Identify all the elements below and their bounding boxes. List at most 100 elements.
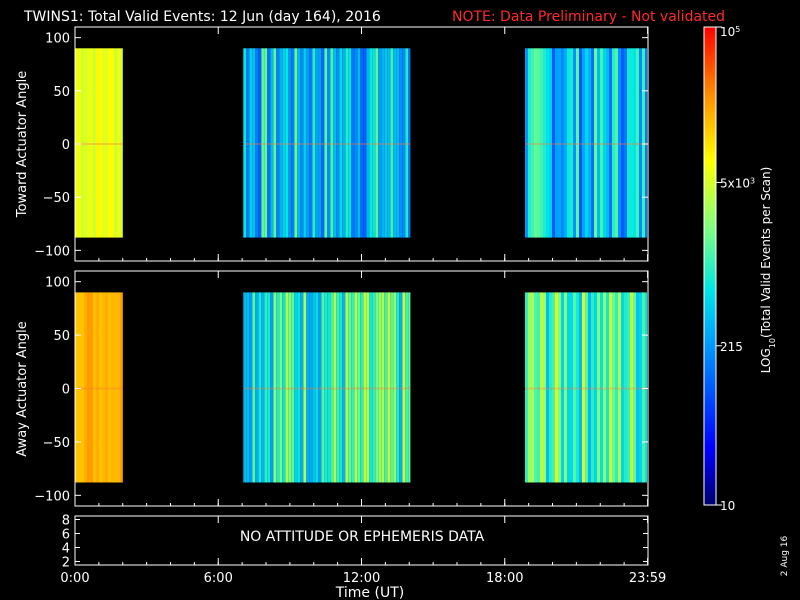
heatmap-column xyxy=(276,48,280,238)
heatmap-column xyxy=(81,292,84,483)
heatmap-column xyxy=(78,292,81,483)
heatmap-column xyxy=(342,48,346,238)
heatmap-column xyxy=(339,292,343,483)
heatmap-column xyxy=(552,292,555,483)
heatmap-column xyxy=(246,48,250,238)
colorbar-tick-label: 105 xyxy=(720,25,740,40)
away-y-label: Away Actuator Angle xyxy=(15,321,30,456)
heatmap-column xyxy=(330,48,334,238)
time-axis: 0:00 6:00 12:00 18:00 23:59 xyxy=(60,27,666,586)
heatmap-column xyxy=(387,292,391,483)
heatmap-column xyxy=(306,48,310,238)
x-tick-label: 23:59 xyxy=(629,571,666,586)
heatmap-column xyxy=(297,48,301,238)
heatmap-column xyxy=(558,292,561,483)
heatmap-column xyxy=(102,292,105,483)
y-tick-label: 100 xyxy=(45,32,70,47)
y-tick-label: 0 xyxy=(62,383,70,398)
zero-angle-artifact xyxy=(243,143,411,145)
heatmap-column xyxy=(567,292,570,483)
heatmap-column xyxy=(270,292,274,483)
y-tick-label: 50 xyxy=(53,329,70,344)
heatmap-column xyxy=(108,292,111,483)
heatmap-column xyxy=(90,48,93,238)
heatmap-column xyxy=(624,292,627,483)
heatmap-column xyxy=(375,48,379,238)
colorbar-ticks: 105 5x103 215 10 xyxy=(716,25,755,513)
heatmap-column xyxy=(252,292,256,483)
heatmap-column xyxy=(597,48,600,238)
heatmap-column xyxy=(372,48,376,238)
heatmap-column xyxy=(282,48,286,238)
heatmap-column xyxy=(537,292,540,483)
heatmap-column xyxy=(537,48,540,238)
colorbar: 105 5x103 215 10 LOG10(Total Valid Events p… xyxy=(703,25,777,513)
zero-angle-artifact xyxy=(243,387,411,390)
heatmap-column xyxy=(117,48,120,238)
colorbar-tick-label: 10 xyxy=(720,499,735,513)
heatmap-column xyxy=(378,48,382,238)
heatmap-column xyxy=(597,292,600,483)
heatmap-column xyxy=(333,48,337,238)
heatmap-column xyxy=(546,292,549,483)
heatmap-column xyxy=(120,48,123,238)
heatmap-column xyxy=(93,48,96,238)
heatmap-column xyxy=(111,292,114,483)
heatmap-column xyxy=(528,48,531,238)
heatmap-column xyxy=(540,292,543,483)
heatmap-column xyxy=(246,292,250,483)
heatmap-column xyxy=(327,48,331,238)
heatmap-column xyxy=(570,48,573,238)
heatmap-column xyxy=(321,292,325,483)
heatmap-column xyxy=(261,48,265,238)
heatmap-column xyxy=(243,292,247,483)
heatmap-column xyxy=(396,48,400,238)
heatmap-column xyxy=(321,48,325,238)
colorbar-label: LOG10(Total Valid Events per Scan) xyxy=(759,167,777,374)
heatmap-column xyxy=(612,292,615,483)
toward-y-label: Toward Actuator Angle xyxy=(15,71,30,218)
zero-angle-artifact xyxy=(75,143,123,145)
heatmap-column xyxy=(369,292,373,483)
heatmap-column xyxy=(84,292,87,483)
heatmap-column xyxy=(96,48,99,238)
heatmap-column xyxy=(600,48,603,238)
heatmap-column xyxy=(390,48,394,238)
heatmap-column xyxy=(399,48,403,238)
heatmap-column xyxy=(612,48,615,238)
heatmap-column xyxy=(606,48,609,238)
heatmap-column xyxy=(384,48,388,238)
heatmap-column xyxy=(366,48,370,238)
heatmap-column xyxy=(591,48,594,238)
toward-panel: 100 50 0 −50 −100 Toward Actuator Angle xyxy=(15,26,649,262)
heatmap-column xyxy=(549,48,552,238)
heatmap-column xyxy=(534,292,537,483)
zero-angle-artifact xyxy=(525,387,647,390)
heatmap-column xyxy=(576,292,579,483)
date-stamp: 2 Aug 16 xyxy=(780,535,790,576)
heatmap-column xyxy=(366,292,370,483)
heatmap-column xyxy=(555,292,558,483)
heatmap-column xyxy=(369,48,373,238)
heatmap-column xyxy=(279,48,283,238)
heatmap-column xyxy=(579,48,582,238)
toward-heatmap xyxy=(75,48,647,238)
colorbar-frame xyxy=(703,26,717,506)
y-tick-label: −50 xyxy=(43,191,70,206)
heatmap-column xyxy=(630,48,633,238)
heatmap-column xyxy=(564,48,567,238)
heatmap-column xyxy=(528,292,531,483)
heatmap-column xyxy=(96,292,99,483)
y-tick-label: 6 xyxy=(62,528,70,543)
heatmap-column xyxy=(108,48,111,238)
heatmap-column xyxy=(594,292,597,483)
heatmap-column xyxy=(546,48,549,238)
heatmap-column xyxy=(573,292,576,483)
heatmap-column xyxy=(282,292,286,483)
colorbar-gradient xyxy=(704,27,716,505)
heatmap-column xyxy=(549,292,552,483)
away-panel: 100 50 0 −50 −100 Away Actuator Angle xyxy=(15,270,649,507)
y-tick-label: 0 xyxy=(62,138,70,153)
heatmap-column xyxy=(615,48,618,238)
